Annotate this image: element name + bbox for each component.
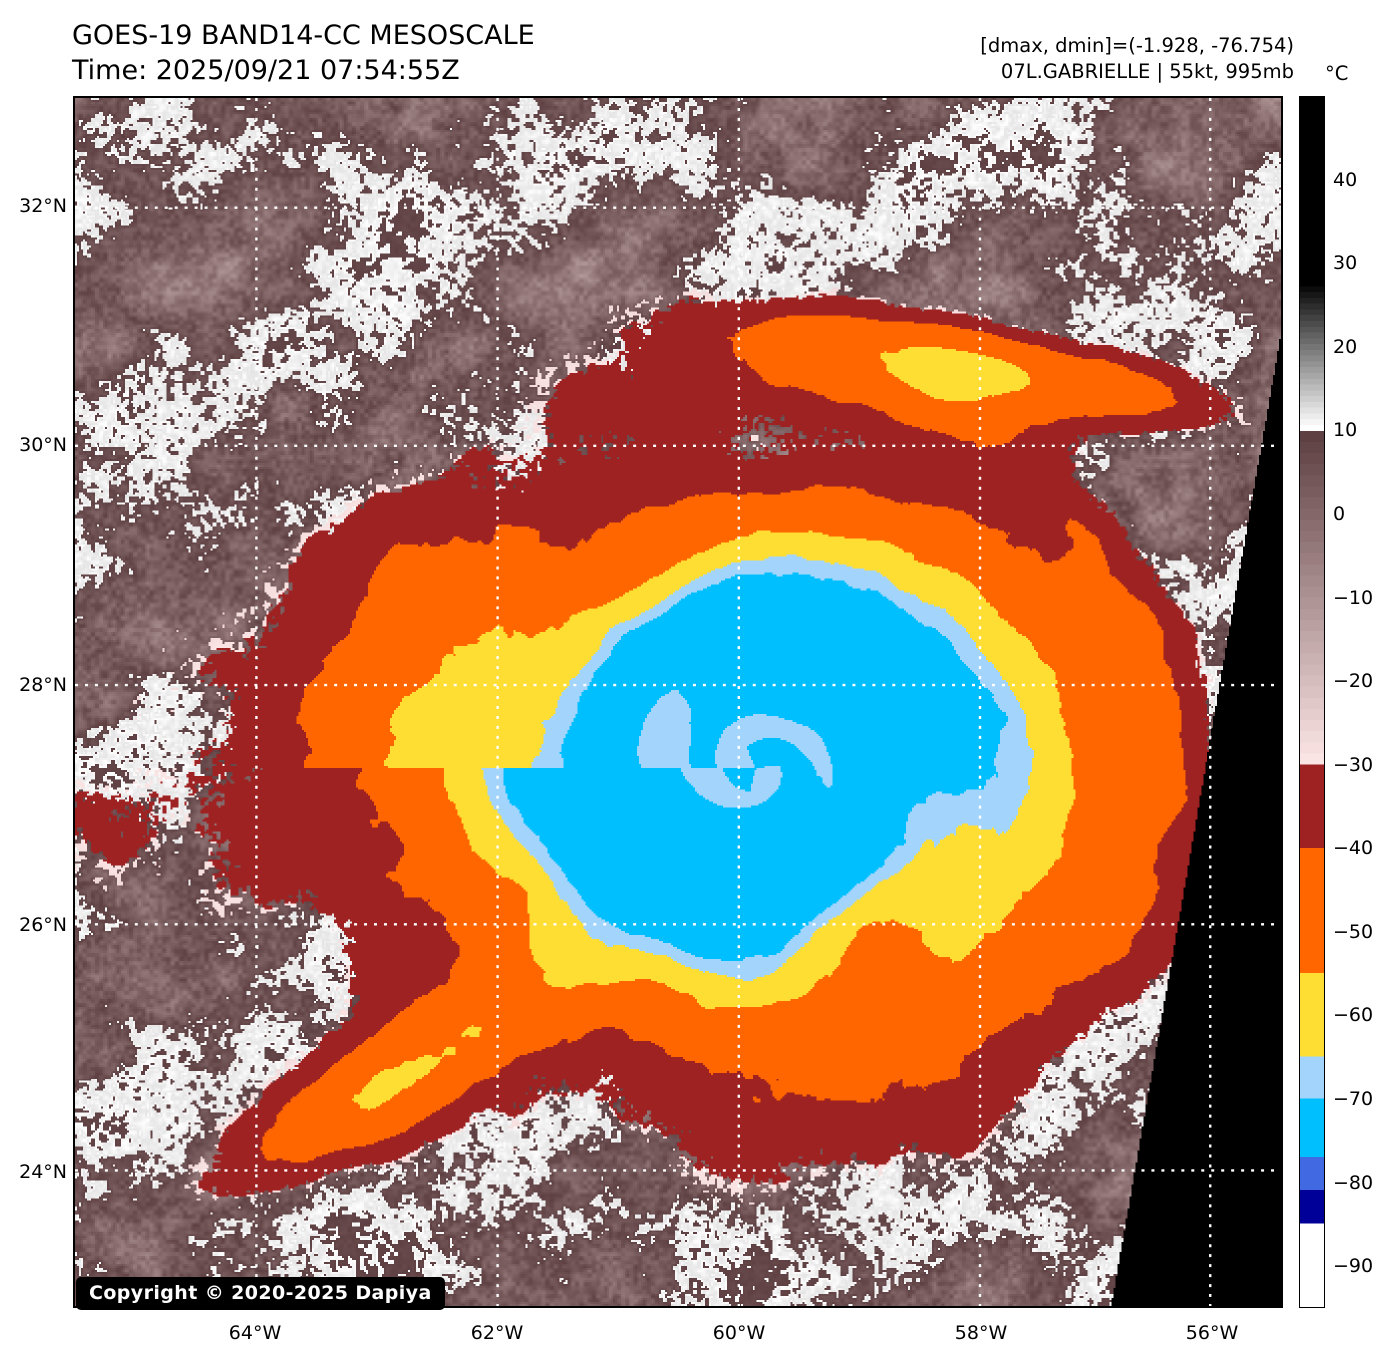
colorbar-tick-label-5: −10 (1333, 586, 1374, 609)
metadata-block: [dmax, dmin]=(-1.928, -76.754) 07L.GABRI… (980, 33, 1294, 86)
timestamp-line: Time: 2025/09/21 07:54:55Z (72, 55, 460, 87)
colorbar-tick-label-9: −50 (1333, 920, 1374, 943)
colorbar-tick-label-3: 10 (1333, 419, 1358, 442)
colorbar (1299, 96, 1325, 1308)
page-title: GOES-19 BAND14-CC MESOSCALE (72, 20, 535, 51)
lon-tick-label-2: 60°W (712, 1322, 766, 1344)
colorbar-tick-label-10: −60 (1333, 1004, 1374, 1027)
lat-tick-label-2: 28°N (19, 674, 67, 696)
storm-info-label: 07L.GABRIELLE | 55kt, 995mb (1000, 60, 1294, 84)
copyright-badge: Copyright © 2020-2025 Dapiya (76, 1277, 445, 1310)
dmax-dmin-label: [dmax, dmin]=(-1.928, -76.754) (980, 34, 1294, 57)
lon-tick-label-1: 62°W (470, 1322, 524, 1344)
lat-tick-label-1: 30°N (19, 434, 67, 456)
colorbar-tick-label-6: −20 (1333, 670, 1374, 693)
lon-tick-label-0: 64°W (228, 1322, 282, 1344)
colorbar-tick-label-13: −90 (1333, 1255, 1374, 1278)
colorbar-tick-label-0: 40 (1333, 168, 1358, 191)
colorbar-tick-label-11: −70 (1333, 1088, 1374, 1111)
colorbar-gradient (1299, 96, 1325, 1308)
lat-tick-label-0: 32°N (19, 195, 67, 217)
colorbar-tick-label-8: −40 (1333, 837, 1374, 860)
satellite-plot-area (73, 96, 1283, 1308)
colorbar-tick-label-4: 0 (1333, 502, 1346, 525)
lon-tick-label-4: 56°W (1185, 1322, 1239, 1344)
satellite-ir-image (75, 98, 1281, 1306)
colorbar-unit-label: °C (1325, 62, 1349, 85)
colorbar-tick-label-2: 20 (1333, 335, 1358, 358)
colorbar-tick-label-1: 30 (1333, 252, 1358, 275)
title-block: GOES-19 BAND14-CC MESOSCALE Time: 2025/0… (72, 18, 535, 88)
colorbar-tick-label-7: −30 (1333, 753, 1374, 776)
lat-tick-label-3: 26°N (19, 914, 67, 936)
colorbar-tick-label-12: −80 (1333, 1171, 1374, 1194)
lon-tick-label-3: 58°W (954, 1322, 1008, 1344)
lat-tick-label-4: 24°N (19, 1161, 67, 1183)
